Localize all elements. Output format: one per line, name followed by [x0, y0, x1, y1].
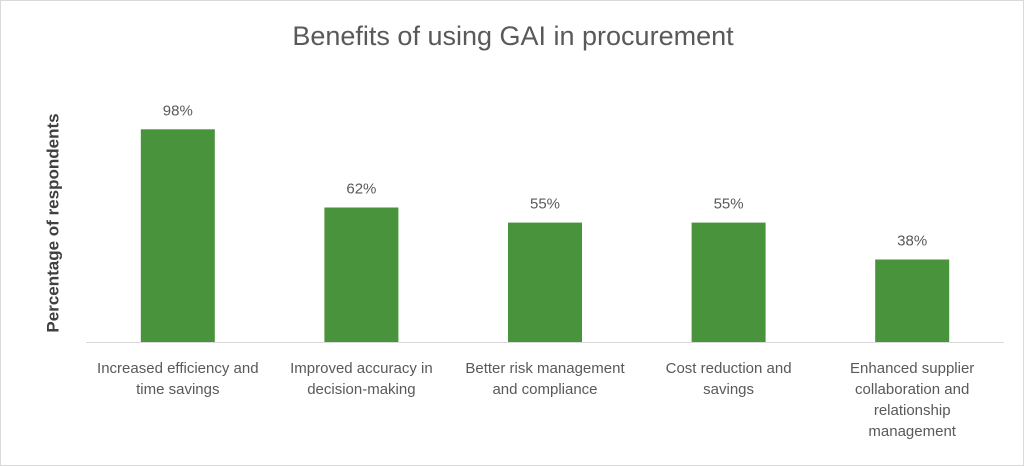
category-label-2: Improved accuracy in decision-making	[290, 360, 433, 398]
data-label-4: 55%	[714, 196, 744, 213]
bar-3	[508, 222, 582, 342]
bar-5	[875, 259, 950, 342]
category-label-4: Cost reduction and savings	[665, 360, 792, 398]
category-label-3: Better risk management and compliance	[465, 360, 625, 398]
data-label-3: 55%	[530, 196, 560, 213]
bar-2	[324, 207, 399, 342]
bar-1	[140, 129, 215, 342]
data-label-2: 62%	[346, 181, 376, 198]
bar-4	[691, 222, 766, 342]
chart-title: Benefits of using GAI in procurement	[292, 21, 734, 51]
data-label-1: 98%	[163, 102, 193, 119]
data-label-5: 38%	[897, 233, 927, 250]
category-label-1: Increased efficiency and time savings	[97, 360, 259, 398]
category-label-5: Enhanced supplier collaboration and rela…	[850, 360, 975, 440]
